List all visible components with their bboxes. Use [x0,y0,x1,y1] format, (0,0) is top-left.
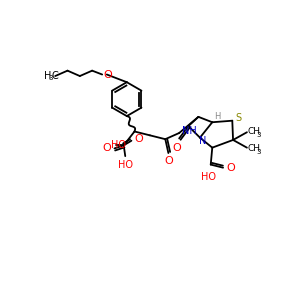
Text: O: O [102,143,111,153]
Text: 3: 3 [256,148,261,154]
Text: O: O [165,156,173,166]
Text: 3: 3 [256,132,261,138]
Text: HO: HO [201,172,216,182]
Text: O: O [226,163,235,173]
Text: H: H [44,71,52,81]
Text: O: O [172,143,181,153]
Text: C: C [51,71,58,81]
Text: O: O [134,134,143,144]
Text: S: S [236,112,242,123]
Text: O: O [103,70,112,80]
Text: HO: HO [118,160,133,170]
Text: N: N [199,136,206,146]
Text: CH: CH [248,144,261,153]
Text: CH: CH [248,127,261,136]
Text: 3: 3 [49,75,53,81]
Text: NH: NH [182,127,197,136]
Text: HO: HO [111,140,126,150]
Text: H: H [214,112,221,121]
